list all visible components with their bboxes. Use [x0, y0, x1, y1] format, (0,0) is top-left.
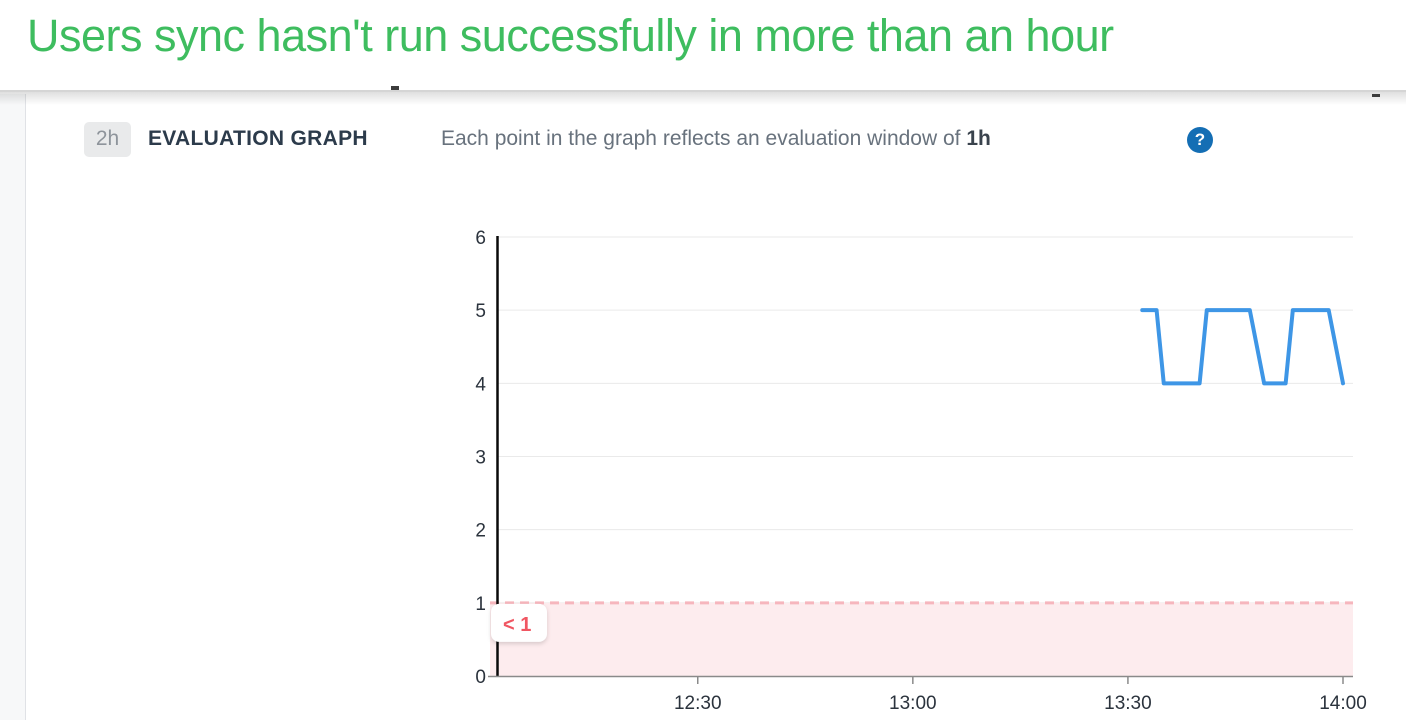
x-tick-label: 12:30	[674, 693, 722, 714]
y-tick-label: 3	[475, 448, 486, 469]
page-title: Users sync hasn't run successfully in mo…	[27, 10, 1114, 61]
evaluation-graph[interactable]: 12:30 13:00 13:30 14:00 0 1 2 3 4 5 6 < 1	[430, 215, 1406, 720]
evaluation-graph-canvas[interactable]: 12:30 13:00 13:30 14:00 0 1 2 3 4 5 6 < 1	[430, 215, 1406, 720]
y-tick-label: 1	[475, 594, 486, 615]
help-icon[interactable]: ?	[1187, 127, 1213, 153]
clipped-content-dash	[1372, 94, 1380, 97]
threshold-area	[490, 602, 1353, 676]
y-tick-label: 4	[475, 374, 486, 395]
y-tick-label: 6	[475, 228, 486, 249]
clipped-content-dash	[391, 86, 399, 90]
header-shadow	[0, 92, 1406, 105]
evaluation-graph-header: 2h EVALUATION GRAPH Each point in the gr…	[0, 120, 1406, 160]
section-title: EVALUATION GRAPH	[148, 127, 368, 150]
section-description-text: Each point in the graph reflects an eval…	[441, 127, 967, 150]
x-tick-label: 13:30	[1104, 693, 1152, 714]
x-tick-label: 13:00	[889, 693, 937, 714]
y-tick-label: 0	[475, 667, 486, 688]
evaluation-window-value: 1h	[966, 127, 991, 150]
threshold-label-box	[491, 603, 547, 642]
y-tick-label: 2	[475, 521, 486, 542]
x-tick-label: 14:00	[1319, 693, 1367, 714]
threshold-label: < 1	[503, 614, 531, 636]
left-gutter	[0, 94, 26, 720]
page-header: Users sync hasn't run successfully in mo…	[0, 0, 1406, 92]
series-line-evaluation-points	[1140, 308, 1345, 386]
time-window-badge: 2h	[84, 122, 131, 157]
y-tick-label: 5	[475, 301, 486, 322]
section-description: Each point in the graph reflects an eval…	[441, 127, 991, 151]
